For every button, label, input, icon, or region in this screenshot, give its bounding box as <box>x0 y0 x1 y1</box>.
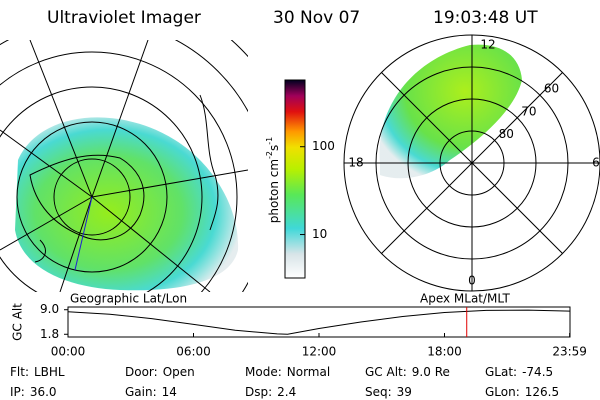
altitude-line <box>67 309 571 335</box>
y-tick-label: 9.0 <box>40 302 59 316</box>
colorbar-tick-label: 100 <box>312 139 335 153</box>
info-value: -74.5 <box>522 365 553 379</box>
mlt-line <box>471 72 563 164</box>
x-tick-label: 23:59 <box>552 345 587 359</box>
info-field: Mode: Normal <box>245 365 330 379</box>
colorbar <box>284 79 306 279</box>
mlt-line <box>381 162 473 254</box>
mlt-label: 12 <box>480 38 495 52</box>
info-label: GLat: <box>485 365 517 379</box>
x-tick-label: 18:00 <box>427 345 462 359</box>
mlt-label: 6 <box>592 156 600 170</box>
info-value: 9.0 Re <box>412 365 450 379</box>
aurora-image <box>15 117 239 291</box>
lat-label: 70 <box>521 104 536 118</box>
info-label: GLon: <box>485 385 520 399</box>
info-label: GC Alt: <box>365 365 407 379</box>
mlt-label: 18 <box>348 156 363 170</box>
info-label: Seq: <box>365 385 392 399</box>
info-field: Door: Open <box>125 365 195 379</box>
info-field: GC Alt: 9.0 Re <box>365 365 450 379</box>
info-label: IP: <box>10 385 25 399</box>
mlt-label: 0 <box>468 274 476 288</box>
info-field: Dsp: 2.4 <box>245 385 296 399</box>
info-field: Gain: 14 <box>125 385 177 399</box>
info-value: LBHL <box>34 365 65 379</box>
map-label: Geographic Lat/Lon <box>70 292 187 306</box>
info-field: Seq: 39 <box>365 385 412 399</box>
info-value: Open <box>163 365 195 379</box>
lat-label: 60 <box>544 82 559 96</box>
x-tick-label: 00:00 <box>51 345 86 359</box>
info-label: Door: <box>125 365 158 379</box>
x-tick-label: 06:00 <box>176 345 211 359</box>
time: 19:03:48 UT <box>433 8 538 28</box>
aurora-image <box>379 44 522 179</box>
info-value: 36.0 <box>30 385 57 399</box>
mlt-line <box>471 162 563 254</box>
info-label: Mode: <box>245 365 282 379</box>
info-field: Flt: LBHL <box>10 365 65 379</box>
info-value: 14 <box>162 385 177 399</box>
plot-frame <box>67 306 571 338</box>
y-tick-label: 1.8 <box>40 327 59 341</box>
info-value: 126.5 <box>525 385 559 399</box>
info-value: 39 <box>397 385 412 399</box>
date: 30 Nov 07 <box>273 8 360 28</box>
y-axis-label: GC Alt <box>11 303 25 341</box>
info-field: GLat: -74.5 <box>485 365 553 379</box>
noon-meridian <box>74 196 93 271</box>
info-field: IP: 36.0 <box>10 385 57 399</box>
info-value: 2.4 <box>277 385 296 399</box>
info-value: Normal <box>287 365 330 379</box>
x-tick-label: 12:00 <box>302 345 337 359</box>
info-label: Flt: <box>10 365 29 379</box>
info-label: Gain: <box>125 385 157 399</box>
polar-label: Apex MLat/MLT <box>420 292 510 306</box>
geographic-map <box>0 40 248 292</box>
mlt-line <box>381 72 473 164</box>
colorbar-label: photon cm-2s-1 <box>265 137 281 224</box>
info-field: GLon: 126.5 <box>485 385 559 399</box>
lat-label: 80 <box>499 127 514 141</box>
colorbar-tick-label: 10 <box>312 227 327 241</box>
info-label: Dsp: <box>245 385 272 399</box>
title: Ultraviolet Imager <box>47 8 201 28</box>
